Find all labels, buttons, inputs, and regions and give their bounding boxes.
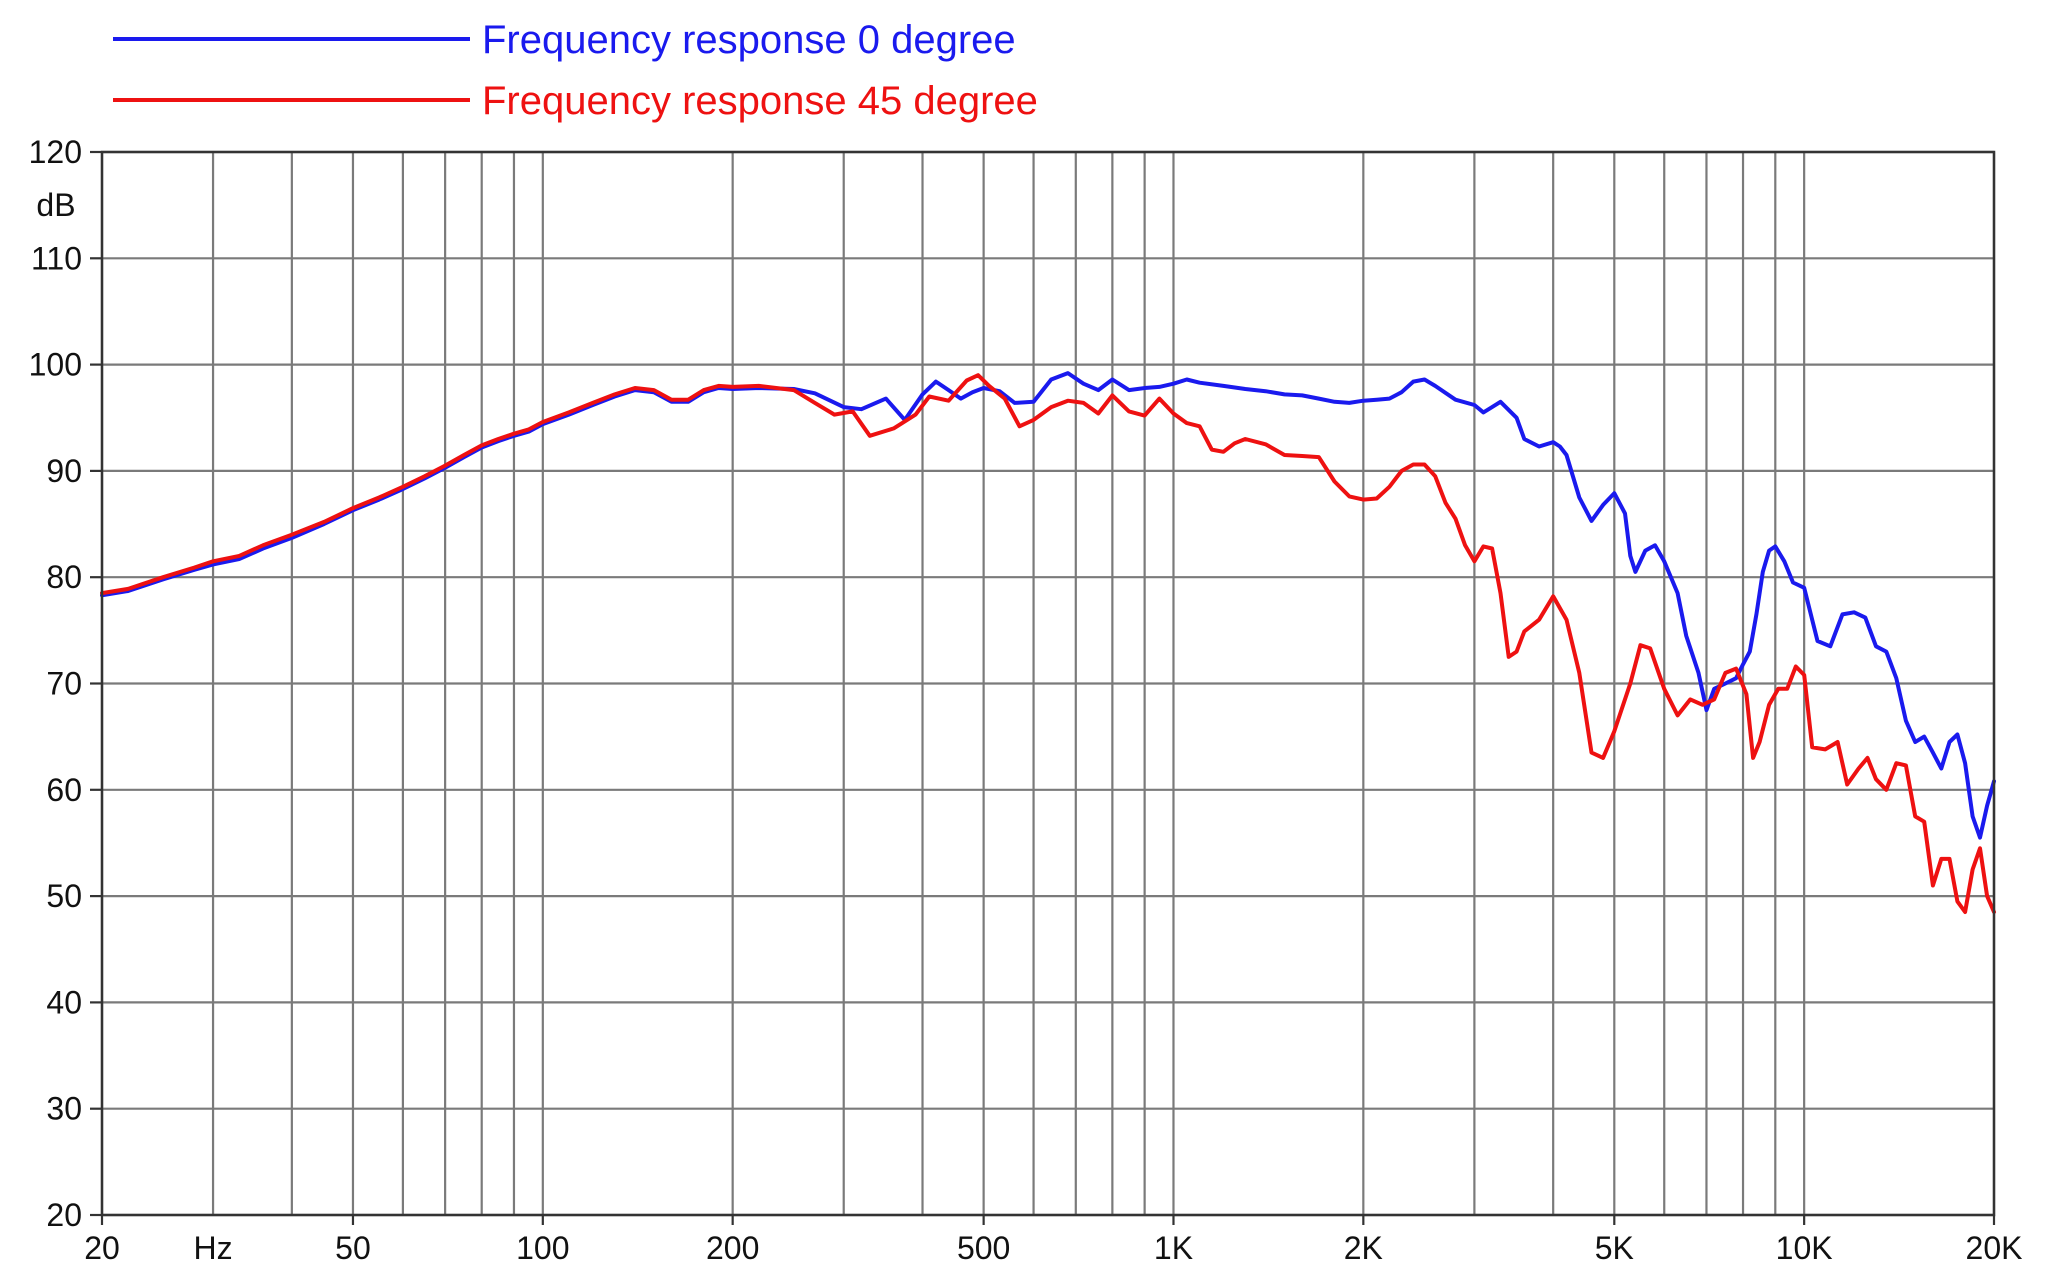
- legend: Frequency response 0 degree Frequency res…: [113, 18, 1038, 123]
- y-tick-label: 60: [46, 772, 82, 808]
- y-tick-label: 90: [46, 453, 82, 489]
- y-tick-label: 70: [46, 666, 82, 702]
- y-tick-label: 40: [46, 984, 82, 1020]
- x-tick-label: 1K: [1154, 1230, 1193, 1266]
- x-tick-label: 2K: [1344, 1230, 1383, 1266]
- y-tick-label: 110: [31, 240, 82, 276]
- x-axis-unit-label: Hz: [194, 1230, 233, 1266]
- series-line-1: [100, 373, 1996, 914]
- y-tick-label: 20: [46, 1197, 82, 1233]
- legend-label-1: Frequency response 45 degree: [482, 79, 1038, 123]
- x-axis-ticks: 20 50 100 200 500 1K 2K 5K 10K 20K Hz: [84, 1215, 2022, 1266]
- y-tick-label: 30: [46, 1091, 82, 1127]
- data-series: [100, 371, 1996, 914]
- x-tick-label: 10K: [1776, 1230, 1833, 1266]
- y-tick-label: 120: [29, 134, 82, 170]
- y-axis-ticks: 120 110 100 90 80 70 60 50 40 30 20: [29, 134, 102, 1233]
- y-tick-label: 80: [46, 559, 82, 595]
- legend-label-0: Frequency response 0 degree: [482, 18, 1016, 62]
- x-tick-label: 100: [516, 1230, 569, 1266]
- y-tick-label: 100: [29, 347, 82, 383]
- x-tick-label: 20K: [1966, 1230, 2023, 1266]
- x-tick-label: 500: [957, 1230, 1010, 1266]
- x-tick-label: 200: [706, 1230, 759, 1266]
- legend-entry-0: Frequency response 0 degree: [113, 18, 1016, 62]
- y-axis-unit-label: dB: [36, 187, 75, 223]
- x-tick-label: 20: [84, 1230, 120, 1266]
- legend-entry-1: Frequency response 45 degree: [113, 79, 1038, 123]
- y-tick-label: 50: [46, 878, 82, 914]
- x-tick-label: 5K: [1595, 1230, 1634, 1266]
- x-tick-label: 50: [335, 1230, 371, 1266]
